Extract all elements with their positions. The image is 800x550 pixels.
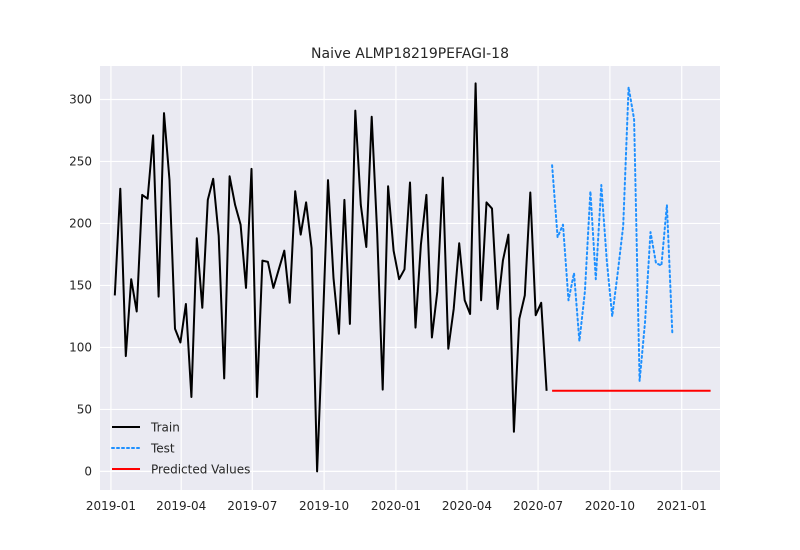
train-line: [113, 82, 548, 473]
legend-label-test: Test: [150, 442, 175, 456]
series-layer: [113, 82, 711, 473]
legend-label-predicted-values: Predicted Values: [151, 463, 250, 477]
y-tick-label: 50: [77, 402, 92, 416]
x-tick-label: 2020-10: [585, 499, 635, 513]
series-train: [113, 82, 548, 473]
y-tick-label: 250: [69, 154, 92, 168]
x-tick-label: 2019-07: [227, 499, 277, 513]
x-tick-label: 2019-10: [299, 499, 349, 513]
x-tick-label: 2019-01: [86, 499, 136, 513]
x-tick-label: 2021-01: [657, 499, 707, 513]
legend: Train Test Predicted Values: [111, 421, 250, 477]
test-line: [551, 86, 674, 382]
y-tick-label: 0: [84, 464, 92, 478]
y-tick-label: 100: [69, 340, 92, 354]
x-tick-label: 2020-07: [513, 499, 563, 513]
x-tick-label: 2020-01: [371, 499, 421, 513]
y-tick-label: 200: [69, 216, 92, 230]
y-tick-label: 150: [69, 278, 92, 292]
x-tick-label: 2019-04: [156, 499, 206, 513]
legend-label-train: Train: [150, 421, 180, 435]
y-tick-label: 300: [69, 92, 92, 106]
chart-title: Naive ALMP18219PEFAGI-18: [311, 46, 509, 62]
series-test: [551, 86, 674, 382]
x-tick-label: 2020-04: [442, 499, 492, 513]
x-axis-ticks: 2019-01 2019-04 2019-07 2019-10 2020-01 2020-…: [86, 499, 707, 513]
y-axis-ticks: 0 50 100 150 200 250 300: [69, 92, 92, 478]
